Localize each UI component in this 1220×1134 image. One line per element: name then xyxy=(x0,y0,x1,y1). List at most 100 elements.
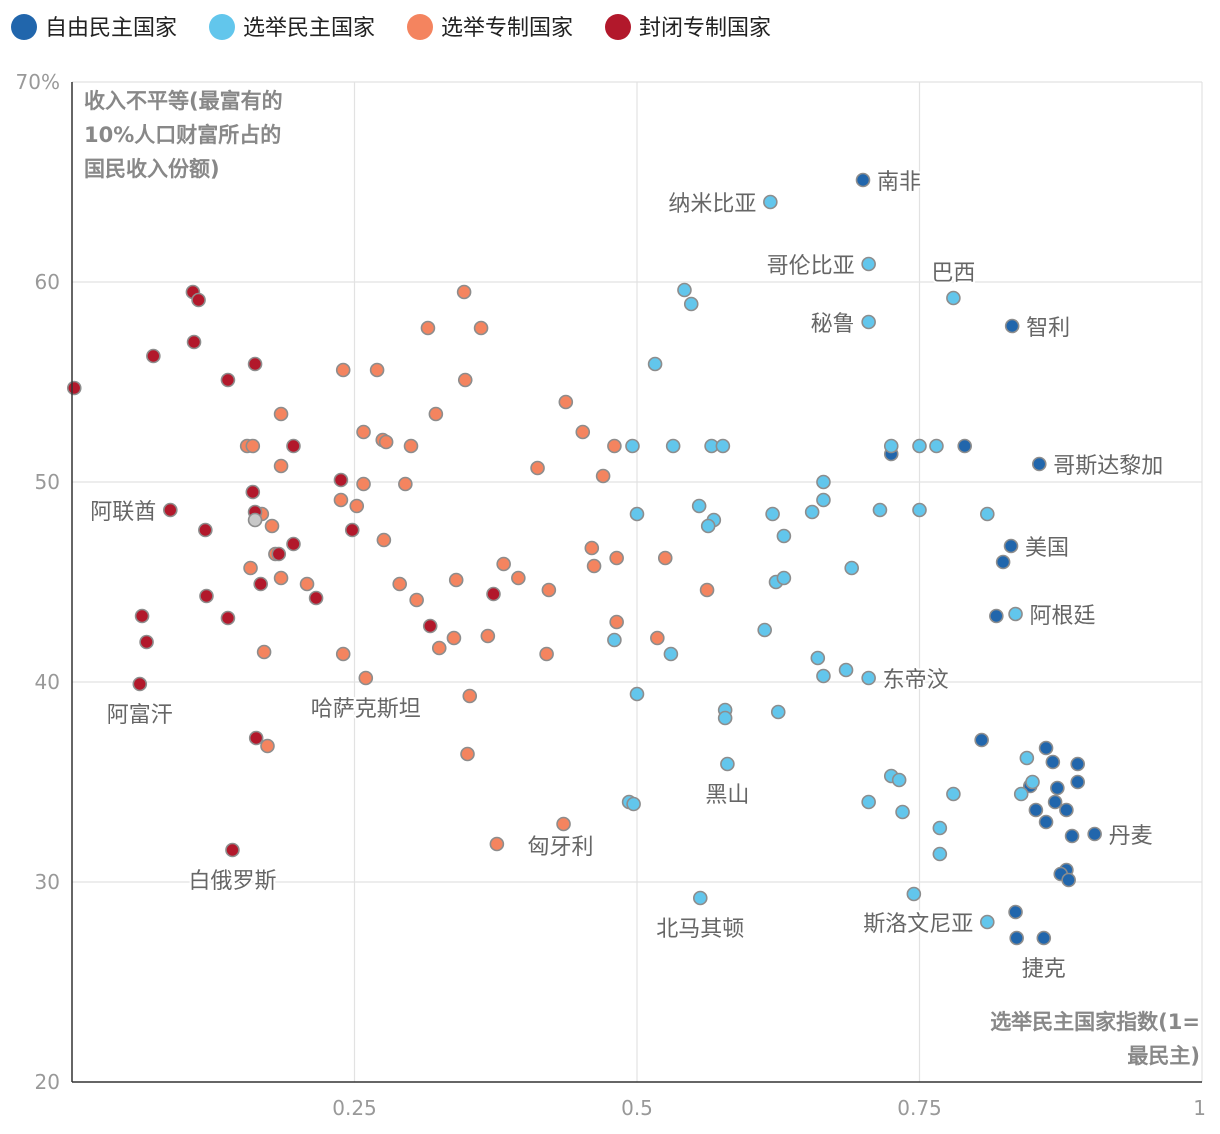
data-point[interactable] xyxy=(575,424,591,440)
data-point[interactable] xyxy=(932,820,948,836)
data-point[interactable] xyxy=(1003,538,1019,554)
data-point[interactable] xyxy=(132,676,148,692)
data-point[interactable] xyxy=(1031,456,1047,472)
data-point[interactable] xyxy=(946,786,961,802)
data-point[interactable] xyxy=(369,362,385,378)
data-point[interactable] xyxy=(765,506,780,522)
data-point[interactable] xyxy=(299,576,315,592)
data-point[interactable] xyxy=(1038,740,1054,756)
data-point[interactable] xyxy=(776,570,792,586)
data-point[interactable] xyxy=(861,314,876,330)
data-point[interactable] xyxy=(1047,794,1063,810)
data-point[interactable] xyxy=(260,738,275,754)
data-point[interactable] xyxy=(776,528,792,544)
data-point[interactable] xyxy=(199,588,214,604)
data-point[interactable] xyxy=(66,380,82,396)
data-point[interactable] xyxy=(1064,828,1080,844)
data-point[interactable] xyxy=(626,796,641,812)
data-point[interactable] xyxy=(273,406,289,422)
data-point[interactable] xyxy=(816,668,831,684)
data-point[interactable] xyxy=(804,504,820,520)
data-point[interactable] xyxy=(883,438,899,454)
data-point[interactable] xyxy=(584,540,600,556)
data-point[interactable] xyxy=(1036,930,1052,946)
data-point[interactable] xyxy=(489,836,505,852)
data-point[interactable] xyxy=(422,618,438,634)
data-point[interactable] xyxy=(665,438,681,454)
data-point[interactable] xyxy=(248,730,264,746)
data-point[interactable] xyxy=(243,560,258,576)
legend-item-2[interactable]: 选举民主国家 xyxy=(209,14,375,41)
data-point[interactable] xyxy=(891,772,907,788)
data-point[interactable] xyxy=(1009,930,1024,946)
data-point[interactable] xyxy=(1025,774,1040,790)
data-point[interactable] xyxy=(609,550,624,566)
data-point[interactable] xyxy=(431,640,447,656)
data-point[interactable] xyxy=(683,296,699,312)
data-point[interactable] xyxy=(496,556,511,572)
data-point[interactable] xyxy=(691,498,707,514)
data-point[interactable] xyxy=(376,532,392,548)
data-point[interactable] xyxy=(456,284,472,300)
data-point[interactable] xyxy=(146,348,161,364)
data-point[interactable] xyxy=(629,686,645,702)
data-point[interactable] xyxy=(629,506,645,522)
data-point[interactable] xyxy=(186,334,202,350)
data-point[interactable] xyxy=(457,372,473,388)
data-point[interactable] xyxy=(979,506,995,522)
data-point[interactable] xyxy=(541,582,557,598)
data-point[interactable] xyxy=(220,610,236,626)
data-point[interactable] xyxy=(253,576,269,592)
data-point[interactable] xyxy=(333,492,349,508)
data-point[interactable] xyxy=(247,356,263,372)
data-point[interactable] xyxy=(473,320,489,336)
data-point[interactable] xyxy=(349,498,365,514)
data-point[interactable] xyxy=(428,406,444,422)
data-point[interactable] xyxy=(335,362,351,378)
data-point[interactable] xyxy=(989,608,1004,624)
data-point[interactable] xyxy=(700,518,716,534)
data-point[interactable] xyxy=(717,710,733,726)
data-point[interactable] xyxy=(256,644,272,660)
data-point[interactable] xyxy=(480,628,496,644)
data-point[interactable] xyxy=(358,670,374,686)
data-point[interactable] xyxy=(556,816,571,832)
data-point[interactable] xyxy=(286,438,301,454)
data-point[interactable] xyxy=(912,502,927,518)
data-point[interactable] xyxy=(333,472,349,488)
data-point[interactable] xyxy=(1008,606,1023,622)
legend-item-3[interactable]: 选举专制国家 xyxy=(407,14,573,41)
data-point[interactable] xyxy=(607,632,622,648)
data-point[interactable] xyxy=(420,320,436,336)
data-point[interactable] xyxy=(757,622,772,638)
data-point[interactable] xyxy=(163,502,178,518)
data-point[interactable] xyxy=(1013,786,1029,802)
data-point[interactable] xyxy=(872,502,888,518)
data-point[interactable] xyxy=(511,570,526,586)
data-point[interactable] xyxy=(245,438,261,454)
data-point[interactable] xyxy=(692,890,708,906)
data-point[interactable] xyxy=(855,172,871,188)
data-point[interactable] xyxy=(245,484,261,500)
data-point[interactable] xyxy=(720,756,735,772)
data-point[interactable] xyxy=(1045,754,1061,770)
data-point[interactable] xyxy=(539,646,554,662)
data-point[interactable] xyxy=(1038,814,1054,830)
data-point[interactable] xyxy=(650,630,665,646)
data-point[interactable] xyxy=(844,560,860,576)
data-point[interactable] xyxy=(763,194,778,210)
data-point[interactable] xyxy=(335,646,351,662)
data-point[interactable] xyxy=(446,630,462,646)
data-point[interactable] xyxy=(530,460,545,476)
data-point[interactable] xyxy=(1070,774,1085,790)
data-point[interactable] xyxy=(861,256,876,272)
data-point[interactable] xyxy=(392,576,408,592)
data-point[interactable] xyxy=(308,590,324,606)
data-point[interactable] xyxy=(356,476,371,492)
data-point[interactable] xyxy=(1028,802,1044,818)
data-point[interactable] xyxy=(699,582,715,598)
data-point[interactable] xyxy=(398,476,413,492)
data-point[interactable] xyxy=(356,424,371,440)
data-point[interactable] xyxy=(247,512,263,528)
data-point[interactable] xyxy=(1087,826,1102,842)
